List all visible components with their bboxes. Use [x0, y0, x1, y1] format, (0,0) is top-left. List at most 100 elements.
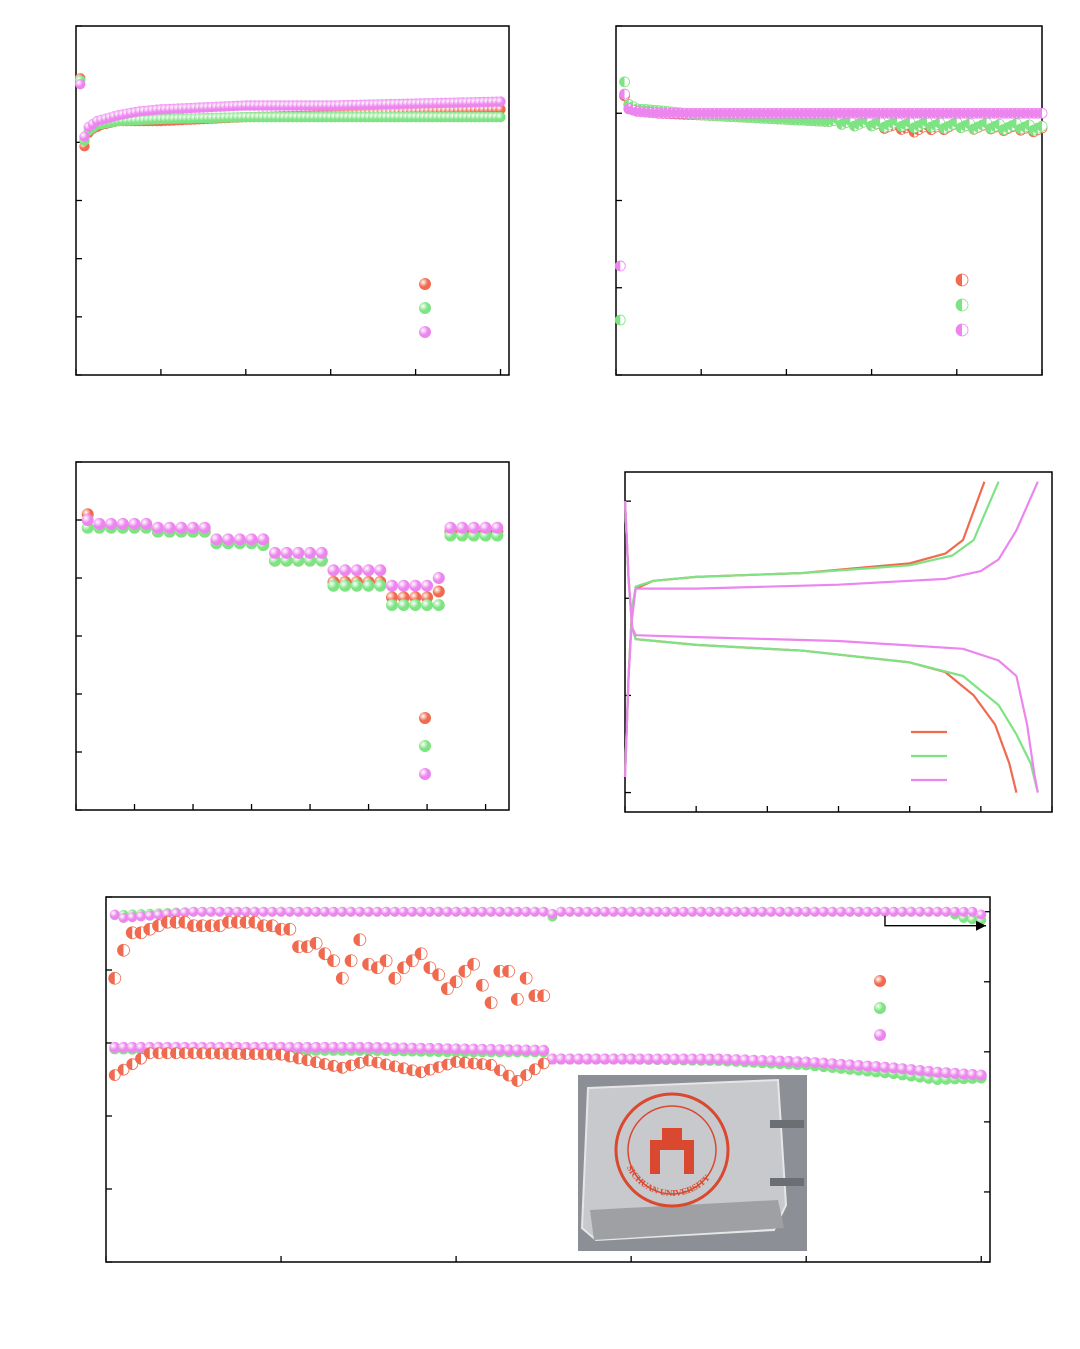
- ce-point-D5-half: [388, 972, 395, 985]
- point-H2-half: [896, 108, 902, 119]
- point-H1: [421, 599, 434, 612]
- point-H1-half: [968, 123, 974, 134]
- point-H2-half: [730, 108, 736, 119]
- point-H2-half: [862, 108, 868, 119]
- point-H1-half: [1032, 123, 1038, 134]
- capacity-point-H2: [695, 1053, 707, 1065]
- capacity-point-H2: [879, 1061, 891, 1073]
- point-H1-half: [896, 121, 902, 132]
- point-H1-half: [619, 76, 625, 87]
- ce-point-H2: [582, 906, 593, 917]
- ce-point-D5-half: [170, 916, 177, 929]
- ce-point-H2: [179, 907, 190, 918]
- legend-marker-H2: [874, 1029, 886, 1041]
- ce-point-H2: [626, 906, 637, 917]
- ce-point-H2: [512, 906, 523, 917]
- capacity-point-D5-half: [336, 1062, 343, 1074]
- ce-point-H2: [109, 909, 120, 920]
- point-H2-half: [1007, 108, 1013, 119]
- point-H2-half: [1037, 108, 1042, 119]
- pouch-seal: [590, 1200, 784, 1240]
- point-H1-half: [973, 121, 979, 132]
- point-H2: [479, 521, 492, 534]
- point-H1-half: [875, 116, 881, 127]
- ce-point-H2: [792, 906, 803, 917]
- ce-point-H2: [328, 906, 339, 917]
- capacity-point-D5-half: [398, 1062, 404, 1074]
- point-H2-half: [802, 108, 808, 119]
- point-H2-half: [990, 108, 996, 119]
- point-H2-half: [619, 89, 625, 100]
- point-H1-half: [1037, 121, 1042, 132]
- ce-point-H2: [468, 906, 479, 917]
- point-H2-half: [755, 108, 761, 119]
- ce-point-D5-half: [205, 919, 212, 932]
- ce-point-H2: [687, 906, 698, 917]
- ce-point-H2: [704, 906, 715, 917]
- ce-point-H2: [967, 906, 978, 917]
- ce-point-H2: [556, 906, 567, 917]
- legend-marker-D5: [874, 975, 886, 987]
- point-H2-half: [794, 108, 800, 119]
- plot-frame: [105, 896, 991, 1263]
- point-H1-half: [1028, 125, 1034, 136]
- ce-point-D5-half: [432, 968, 439, 981]
- point-H2-half: [994, 108, 1000, 119]
- ce-point-D5-half: [213, 919, 220, 932]
- point-H2-half: [649, 107, 655, 118]
- capacity-point-D5-half: [310, 1056, 317, 1068]
- point-H2-half: [764, 108, 770, 119]
- point-H2: [421, 579, 434, 592]
- point-H2: [175, 521, 188, 534]
- ce-point-H2: [354, 906, 365, 917]
- capacity-point-H2: [336, 1041, 348, 1053]
- point-H2-half: [768, 108, 774, 119]
- ce-point-H2: [844, 906, 855, 917]
- capacity-point-D5-half: [538, 1057, 544, 1069]
- capacity-point-D5-half: [109, 1069, 115, 1081]
- capacity-point-H2: [905, 1064, 917, 1076]
- capacity-point-H2: [625, 1053, 637, 1065]
- capacity-point-D5-half: [179, 1047, 185, 1059]
- point-H1-half: [883, 120, 889, 131]
- capacity-point-H2: [704, 1053, 716, 1065]
- ce-point-H2: [809, 906, 820, 917]
- capacity-point-D5-half: [126, 1058, 133, 1070]
- point-H2: [245, 533, 258, 546]
- capacity-point-H2: [468, 1043, 480, 1055]
- point-D5: [432, 585, 445, 598]
- point-H1-half: [1011, 118, 1017, 129]
- ce-point-H2: [284, 906, 295, 917]
- capacity-point-H2: [494, 1044, 506, 1056]
- point-H2-half: [913, 108, 919, 119]
- point-H2-half: [853, 108, 859, 119]
- ce-point-H2: [223, 906, 234, 917]
- point-H2-half: [866, 108, 872, 119]
- point-H2-half: [760, 108, 766, 119]
- point-H2-half: [934, 108, 940, 119]
- ce-point-H2: [433, 906, 444, 917]
- ce-point-D5-half: [537, 989, 544, 1002]
- ce-point-D5-half: [380, 954, 387, 967]
- point-H1-half: [985, 123, 991, 134]
- capacity-point-D5-half: [494, 1064, 500, 1076]
- capacity-point-D5-half: [135, 1053, 142, 1065]
- ce-point-D5-half: [528, 989, 535, 1002]
- point-H2: [105, 517, 118, 530]
- point-H1: [374, 579, 387, 592]
- point-H2-half: [956, 108, 962, 119]
- point-H2: [385, 579, 398, 592]
- ce-point-H2: [521, 906, 532, 917]
- ce-point-H2: [249, 906, 260, 917]
- point-H2-half: [815, 108, 821, 119]
- point-H2-half: [743, 108, 749, 119]
- point-H1: [339, 579, 352, 592]
- ce-point-H2: [932, 906, 943, 917]
- ce-point-H2: [538, 906, 549, 917]
- capacity-point-H2: [406, 1042, 418, 1054]
- ce-point-D5-half: [327, 954, 334, 967]
- point-H2-half: [623, 103, 629, 114]
- point-H1: [362, 579, 375, 592]
- point-H2-half: [849, 108, 855, 119]
- ce-point-H2: [276, 906, 287, 917]
